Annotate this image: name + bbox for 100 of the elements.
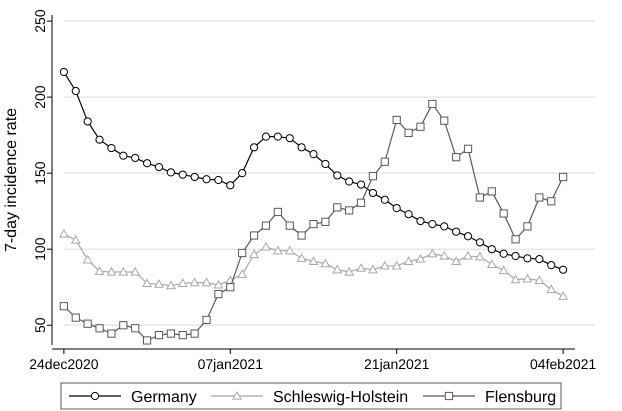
point [94, 266, 104, 275]
point [487, 260, 496, 268]
point [404, 128, 413, 137]
point [440, 251, 449, 260]
point [261, 242, 271, 251]
point [119, 152, 128, 160]
point [95, 324, 104, 332]
point [238, 248, 246, 258]
point [297, 254, 306, 262]
point [416, 216, 425, 226]
point [119, 321, 128, 330]
point [131, 154, 140, 162]
point [238, 270, 247, 278]
point [118, 267, 128, 276]
point [298, 231, 306, 240]
point [463, 251, 473, 260]
point [226, 283, 234, 292]
point [142, 278, 152, 288]
point [214, 280, 224, 289]
x-tick-label: 24dec2020 [29, 356, 99, 372]
point [333, 171, 342, 180]
point [452, 153, 460, 162]
point [535, 193, 544, 202]
point [274, 208, 282, 216]
y-axis-title: 7-day incidence rate [3, 108, 20, 252]
point [535, 254, 544, 264]
point [273, 246, 282, 254]
point [464, 232, 472, 240]
point [250, 231, 258, 240]
point [71, 235, 80, 244]
point [298, 143, 306, 152]
point [368, 265, 378, 274]
point [356, 198, 366, 207]
point [95, 136, 104, 144]
point [380, 158, 389, 166]
point [499, 266, 508, 274]
point [344, 267, 354, 276]
point [488, 245, 496, 254]
point [368, 188, 378, 198]
point [522, 274, 532, 282]
point [392, 204, 401, 212]
point [286, 134, 294, 142]
point [511, 252, 520, 260]
point [476, 238, 484, 246]
point [178, 331, 187, 340]
point [404, 210, 413, 218]
point [488, 187, 496, 196]
point [72, 314, 80, 322]
point [428, 249, 437, 258]
point [523, 222, 532, 230]
point [547, 261, 556, 270]
point [60, 302, 68, 310]
point [356, 180, 366, 189]
point [510, 275, 520, 284]
x-tick-label: 21jan2021 [364, 356, 430, 372]
x-tick-label: 04feb2021 [530, 356, 596, 372]
point [321, 160, 330, 168]
point [392, 116, 401, 124]
point [559, 172, 568, 182]
legend-label: Flensburg [485, 389, 556, 406]
point [84, 117, 92, 126]
point [440, 222, 448, 230]
point [558, 292, 568, 300]
point [166, 168, 175, 176]
point [202, 175, 211, 184]
point [500, 209, 508, 218]
point [84, 320, 92, 328]
point [83, 255, 92, 264]
point [106, 267, 116, 276]
point [154, 331, 164, 340]
point [154, 162, 164, 172]
point [226, 181, 234, 190]
point [202, 316, 211, 324]
point [274, 132, 282, 141]
legend-label: Germany [131, 389, 197, 406]
point [190, 172, 199, 182]
point [559, 266, 568, 274]
point [511, 235, 520, 244]
point [262, 222, 270, 230]
point [332, 265, 342, 274]
point [428, 100, 436, 108]
point [238, 169, 246, 178]
point [380, 261, 390, 270]
point [60, 68, 68, 76]
point [416, 254, 426, 263]
point [333, 203, 342, 212]
point [262, 132, 270, 141]
point [440, 116, 448, 125]
point [476, 193, 484, 202]
point [534, 276, 544, 284]
point [249, 250, 259, 258]
point [107, 329, 116, 338]
point [166, 281, 176, 290]
point [250, 143, 258, 152]
y-tick-label: 150 [32, 161, 48, 185]
x-tick-label: 07jan2021 [198, 356, 264, 372]
y-tick-label: 100 [32, 237, 48, 261]
point [190, 278, 200, 286]
point [380, 196, 389, 204]
point [345, 177, 354, 186]
